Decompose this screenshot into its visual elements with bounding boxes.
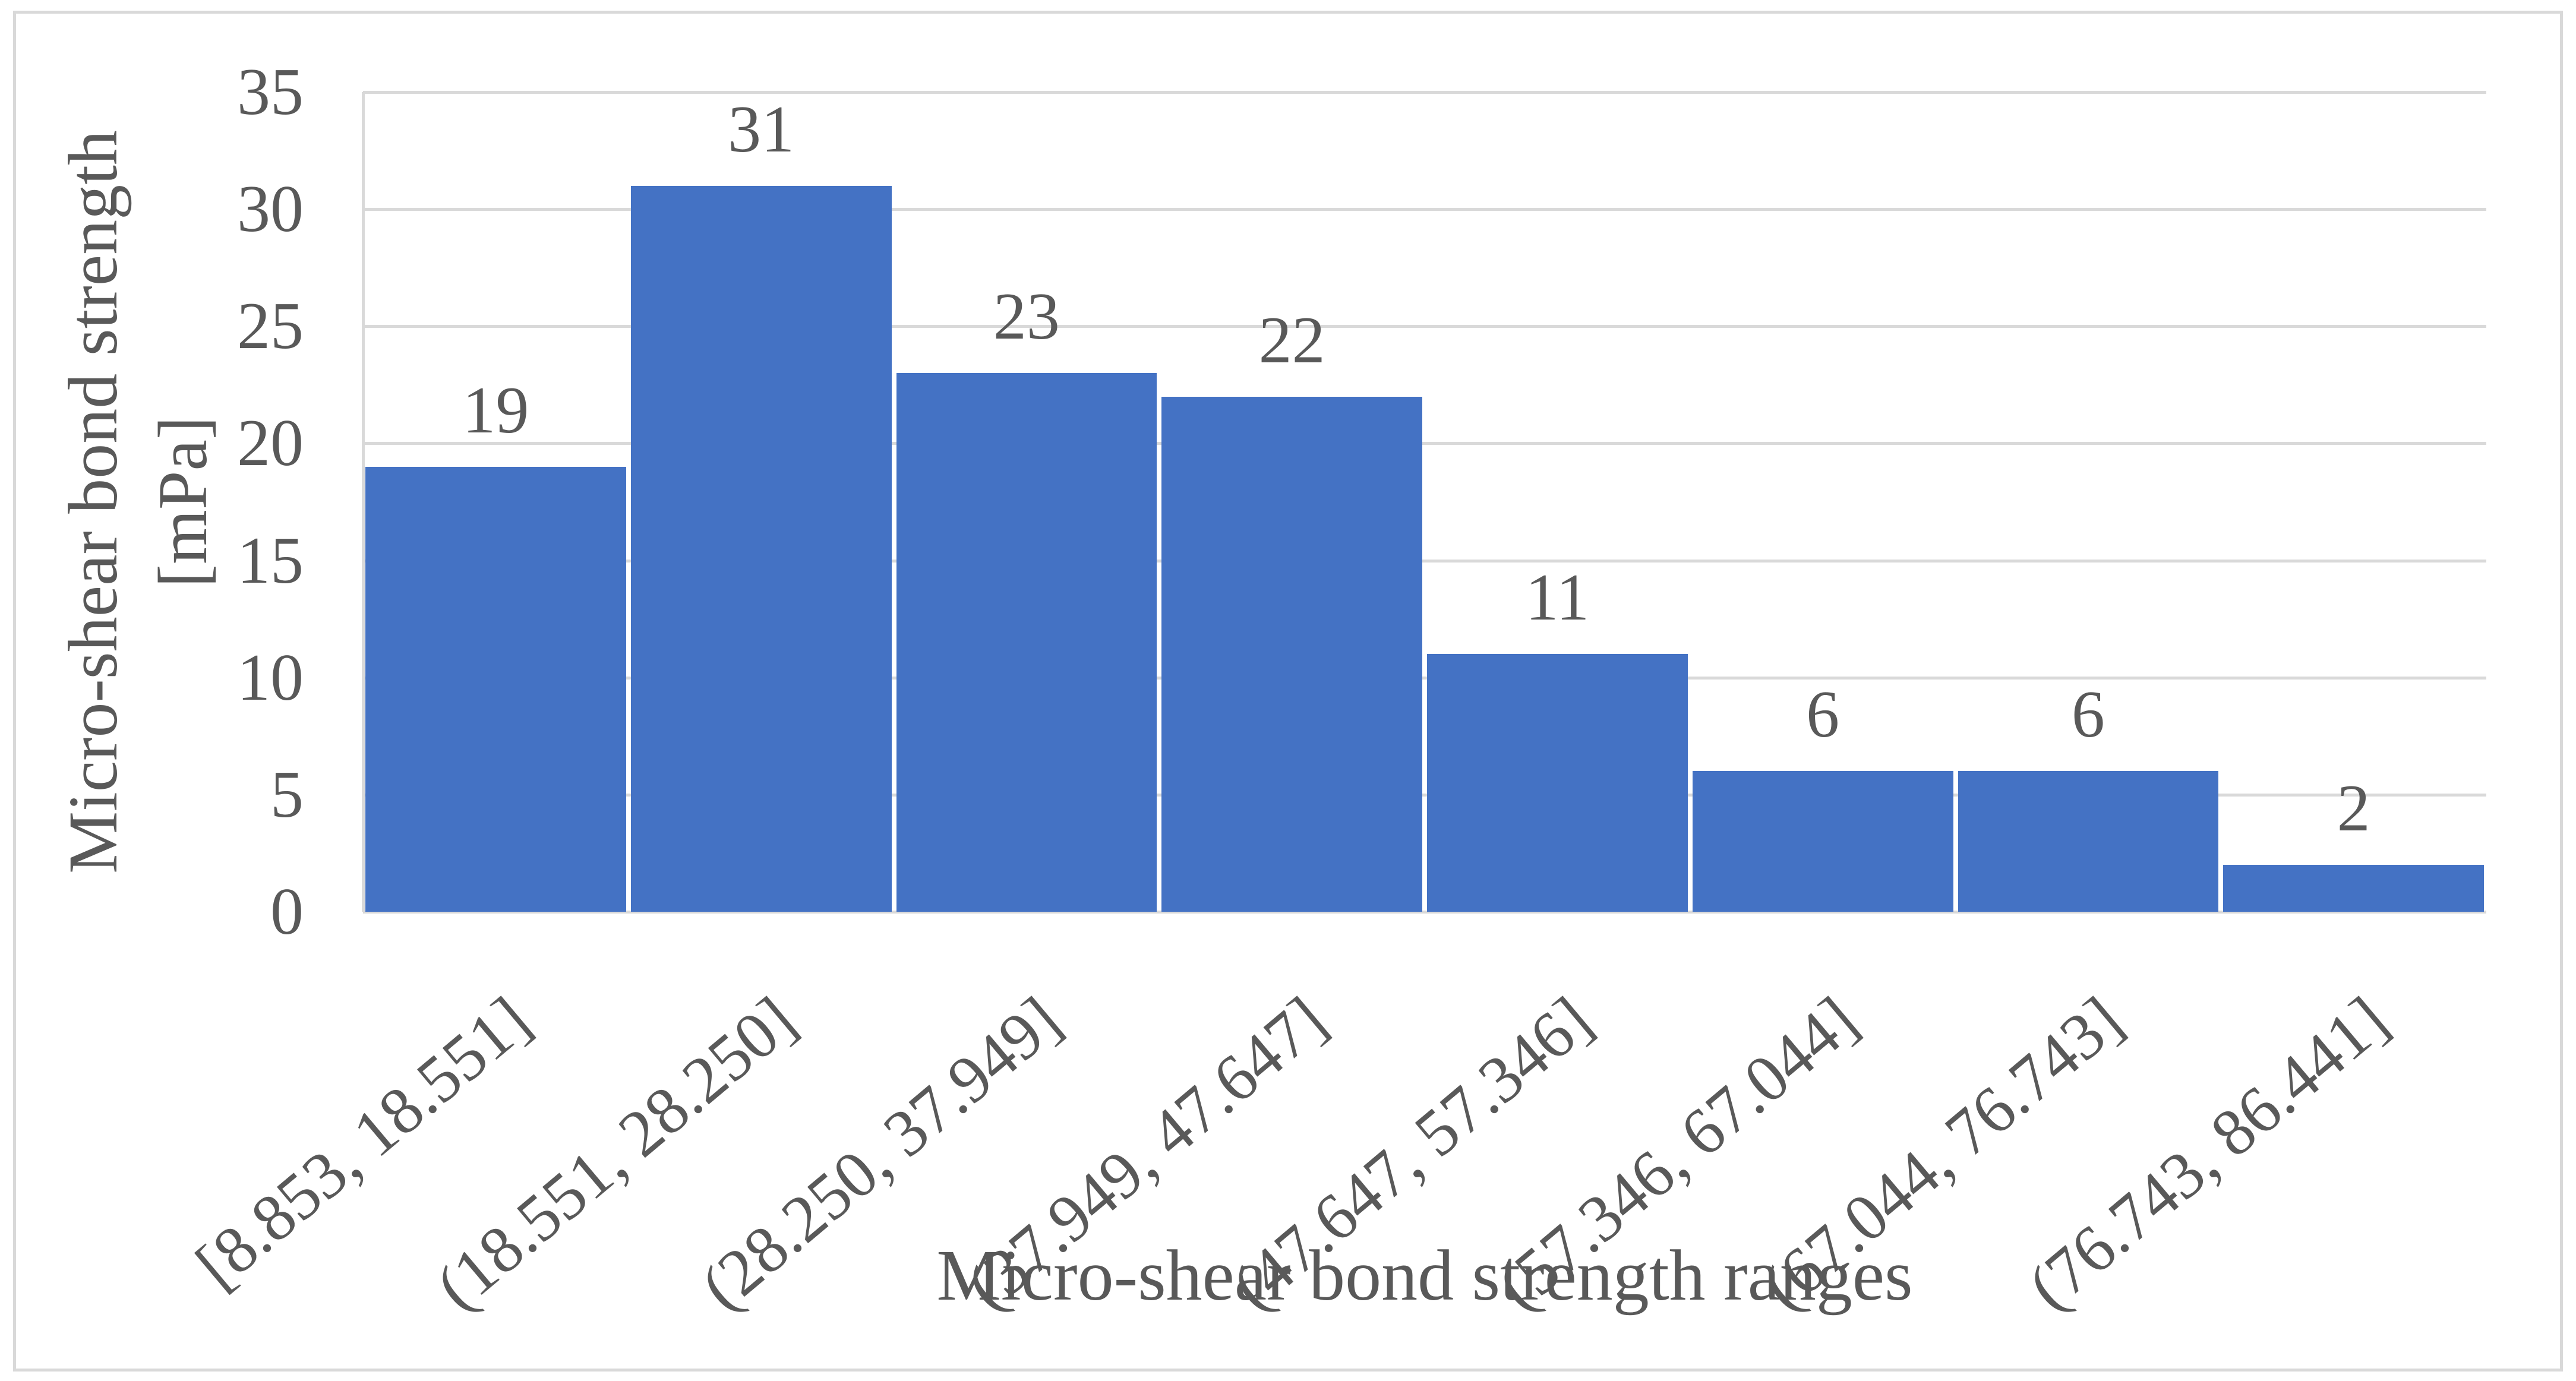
- bar-value-label: 22: [1258, 303, 1325, 377]
- gridline: [363, 676, 2486, 680]
- bar: [1427, 654, 1688, 912]
- y-tick-label: 5: [270, 757, 304, 832]
- y-axis-title-line1: Micro-shear bond strength: [53, 130, 132, 874]
- y-tick-label: 20: [237, 406, 304, 481]
- gridline: [363, 559, 2486, 562]
- y-tick-label: 25: [237, 289, 304, 364]
- gridline: [363, 442, 2486, 445]
- y-tick-label: 30: [237, 172, 304, 247]
- bar: [365, 466, 626, 912]
- y-tick-label: 10: [237, 640, 304, 715]
- bar-value-label: 31: [728, 92, 795, 166]
- y-tick-label: 0: [270, 875, 304, 949]
- chart-figure: 0 5 10 15 20 25 30 35 19 [8.853, 18.551] 31 (18.551…: [13, 11, 2563, 1371]
- y-axis-title: Micro-shear bond strength [mPa]: [48, 130, 228, 874]
- gridline: [363, 793, 2486, 797]
- bar-value-label: 23: [993, 280, 1060, 354]
- y-tick-label: 35: [237, 55, 304, 129]
- x-axis-title: Micro-shear bond strength ranges: [936, 1235, 1913, 1316]
- bar: [630, 185, 892, 912]
- bar-value-label: 2: [2337, 772, 2370, 846]
- bar: [896, 373, 1157, 912]
- bar: [1958, 771, 2219, 912]
- y-axis-line: [362, 92, 365, 912]
- gridline: [363, 911, 2486, 914]
- bar: [2223, 865, 2484, 912]
- gridline: [363, 208, 2486, 211]
- bar-value-label: 6: [2071, 678, 2105, 752]
- y-axis-title-units: [mPa]: [144, 416, 222, 588]
- gridline: [363, 91, 2486, 94]
- bar-value-label: 6: [1806, 678, 1840, 752]
- y-tick-label: 15: [237, 523, 304, 598]
- bar-value-label: 11: [1525, 561, 1590, 635]
- gridline: [363, 325, 2486, 328]
- bar-value-label: 19: [462, 373, 529, 447]
- bar: [1161, 396, 1422, 912]
- bar: [1692, 771, 1953, 912]
